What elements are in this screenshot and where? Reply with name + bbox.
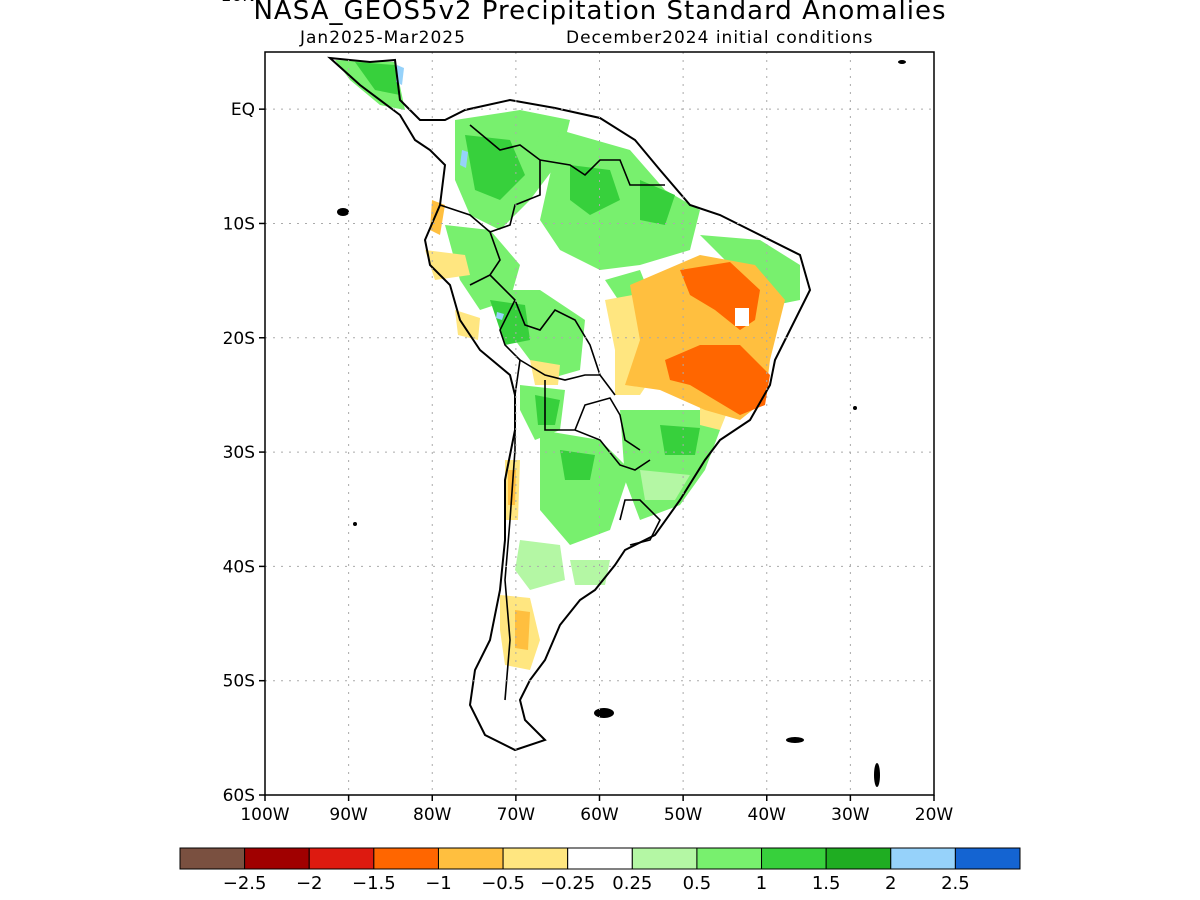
lat-label: EQ [231,100,255,120]
colorbar-label: 1.5 [812,873,841,894]
lon-label: 50W [664,805,703,825]
country-borders [439,124,665,701]
anomaly-map [327,56,906,787]
lat-label: 20S [223,329,255,349]
lon-label: 60W [580,805,619,825]
colorbar-label: 0.25 [612,873,652,894]
longitude-axis-labels: 100W 90W 80W 70W 60W 50W 40W 30W 20W [240,805,953,825]
colorbar-label: 2 [885,873,896,894]
colorbar-swatch [308,847,375,870]
colorbar-swatch [502,847,569,870]
colorbar-label: −1 [425,873,452,894]
islands [337,60,906,787]
lat-label: 10N [221,0,255,6]
lat-label: 50S [223,672,255,692]
colorbar-swatch [244,847,310,870]
strong-positive-anomaly-patches [355,62,700,480]
colorbar-swatch [567,847,633,870]
colorbar-swatch [179,847,246,870]
colorbar-label: 0.5 [683,873,712,894]
colorbar-swatch [761,847,827,870]
forecast-period: Jan2025-Mar2025 [300,28,466,48]
colorbar-label: −0.5 [481,873,525,894]
colorbar-swatch [825,847,892,870]
latitude-axis-labels: 10N EQ 10S 20S 30S 40S 50S 60S [221,0,255,806]
colorbar-label: 2.5 [941,873,970,894]
colorbar-labels: −2.5 −2 −1.5 −1 −0.5 −0.25 0.25 0.5 1 1.5 2 2.5 [223,873,970,894]
lat-label: 60S [223,786,255,806]
colorbar [179,847,1021,870]
weak-positive-anomaly-patches [515,470,690,590]
initial-conditions: December2024 initial conditions [566,28,874,48]
colorbar-label: −0.25 [540,873,595,894]
colorbar-swatch [890,847,956,870]
colorbar-swatch [373,847,439,870]
colorbar-label: −2 [296,873,323,894]
lon-label: 30W [831,805,870,825]
map-title: NASA_GEOS5v2 Precipitation Standard Anom… [253,0,947,26]
lat-label: 40S [223,557,255,577]
colorbar-swatch [437,847,504,870]
colorbar-label: 1 [756,873,767,894]
lon-label: 70W [497,805,536,825]
lon-label: 80W [413,805,452,825]
coastline [327,56,812,752]
colorbar-label: −1.5 [352,873,396,894]
lon-label: 100W [240,805,289,825]
missing-data-cell [735,308,749,326]
axis-ticks [259,108,935,801]
lon-label: 20W [915,805,954,825]
colorbar-swatch [954,847,1021,870]
lat-label: 10S [223,214,255,234]
colorbar-label: −2.5 [223,873,267,894]
lon-label: 90W [329,805,368,825]
colorbar-swatch [631,847,698,870]
lat-label: 30S [223,443,255,463]
colorbar-swatch [696,847,763,870]
lon-label: 40W [748,805,787,825]
